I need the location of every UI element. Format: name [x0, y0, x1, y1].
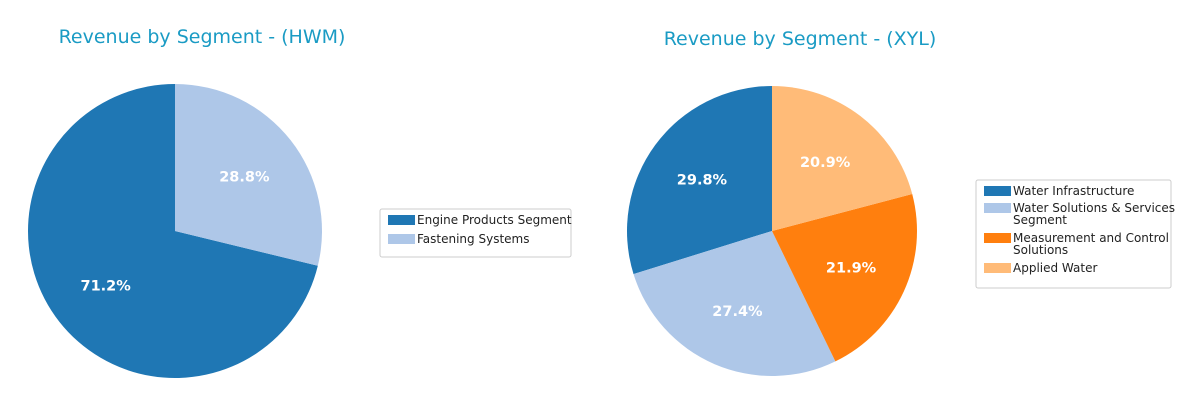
legend-xyl: Water Infrastructure Water Solutions & Se…: [975, 179, 1175, 289]
chart-title-xyl: Revenue by Segment - (XYL): [664, 28, 937, 50]
pie-chart-hwm: Revenue by Segment - (HWM) 71.2% 28.8% En…: [27, 26, 572, 378]
pie-slice-water-infrastructure: [627, 86, 772, 275]
legend-label-measurement-and-control-solutions: Measurement and Control Solutions: [1013, 231, 1169, 257]
legend-label-engine-products-segment: Engine Products Segment: [417, 213, 572, 227]
pie-slice-applied-water: [772, 86, 913, 231]
pie-slice-label-water-infrastructure: 29.8%: [677, 172, 728, 188]
pie-slice-engine-products-segment: [27, 84, 318, 378]
legend-swatch-measurement-and-control-solutions: [984, 233, 1011, 243]
pie-slice-label-water-solutions-services-segment: 27.4%: [712, 304, 763, 320]
pie-slice-label-applied-water: 20.9%: [800, 155, 851, 171]
legend-frame-hwm: [379, 208, 572, 258]
pie-slice-water-solutions-services-segment: [633, 231, 836, 376]
legend-label-fastening-systems: Fastening Systems: [417, 232, 529, 246]
pie-slice-measurement-and-control-solutions: [772, 194, 917, 362]
pie-slice-label-fastening-systems: 28.8%: [219, 170, 270, 186]
legend-swatch-water-solutions-services-segment: [984, 203, 1011, 213]
legend-frame-xyl: [975, 179, 1172, 289]
legend-swatch-applied-water: [984, 263, 1011, 273]
pie-slice-label-engine-products-segment: 71.2%: [80, 278, 131, 294]
legend-label-applied-water: Applied Water: [1013, 261, 1097, 275]
legend-label-water-infrastructure: Water Infrastructure: [1013, 184, 1134, 198]
legend-hwm: Engine Products Segment Fastening Systems: [379, 208, 572, 258]
legend-label-water-solutions-services-segment: Water Solutions & Services Segment: [1013, 201, 1175, 227]
pie-slices-xyl: 29.8% 27.4% 21.9% 20.9%: [627, 86, 917, 376]
legend-swatch-engine-products-segment: [388, 215, 415, 225]
legend-swatch-fastening-systems: [388, 234, 415, 244]
pie-slice-fastening-systems: [175, 83, 322, 266]
legend-swatch-water-infrastructure: [984, 186, 1011, 196]
pie-slice-label-measurement-and-control-solutions: 21.9%: [826, 260, 877, 276]
chart-title-hwm: Revenue by Segment - (HWM): [59, 26, 346, 48]
pie-chart-xyl: Revenue by Segment - (XYL) 29.8% 27.4% 21.…: [627, 28, 1175, 376]
pie-slices-hwm: 71.2% 28.8%: [27, 83, 322, 378]
